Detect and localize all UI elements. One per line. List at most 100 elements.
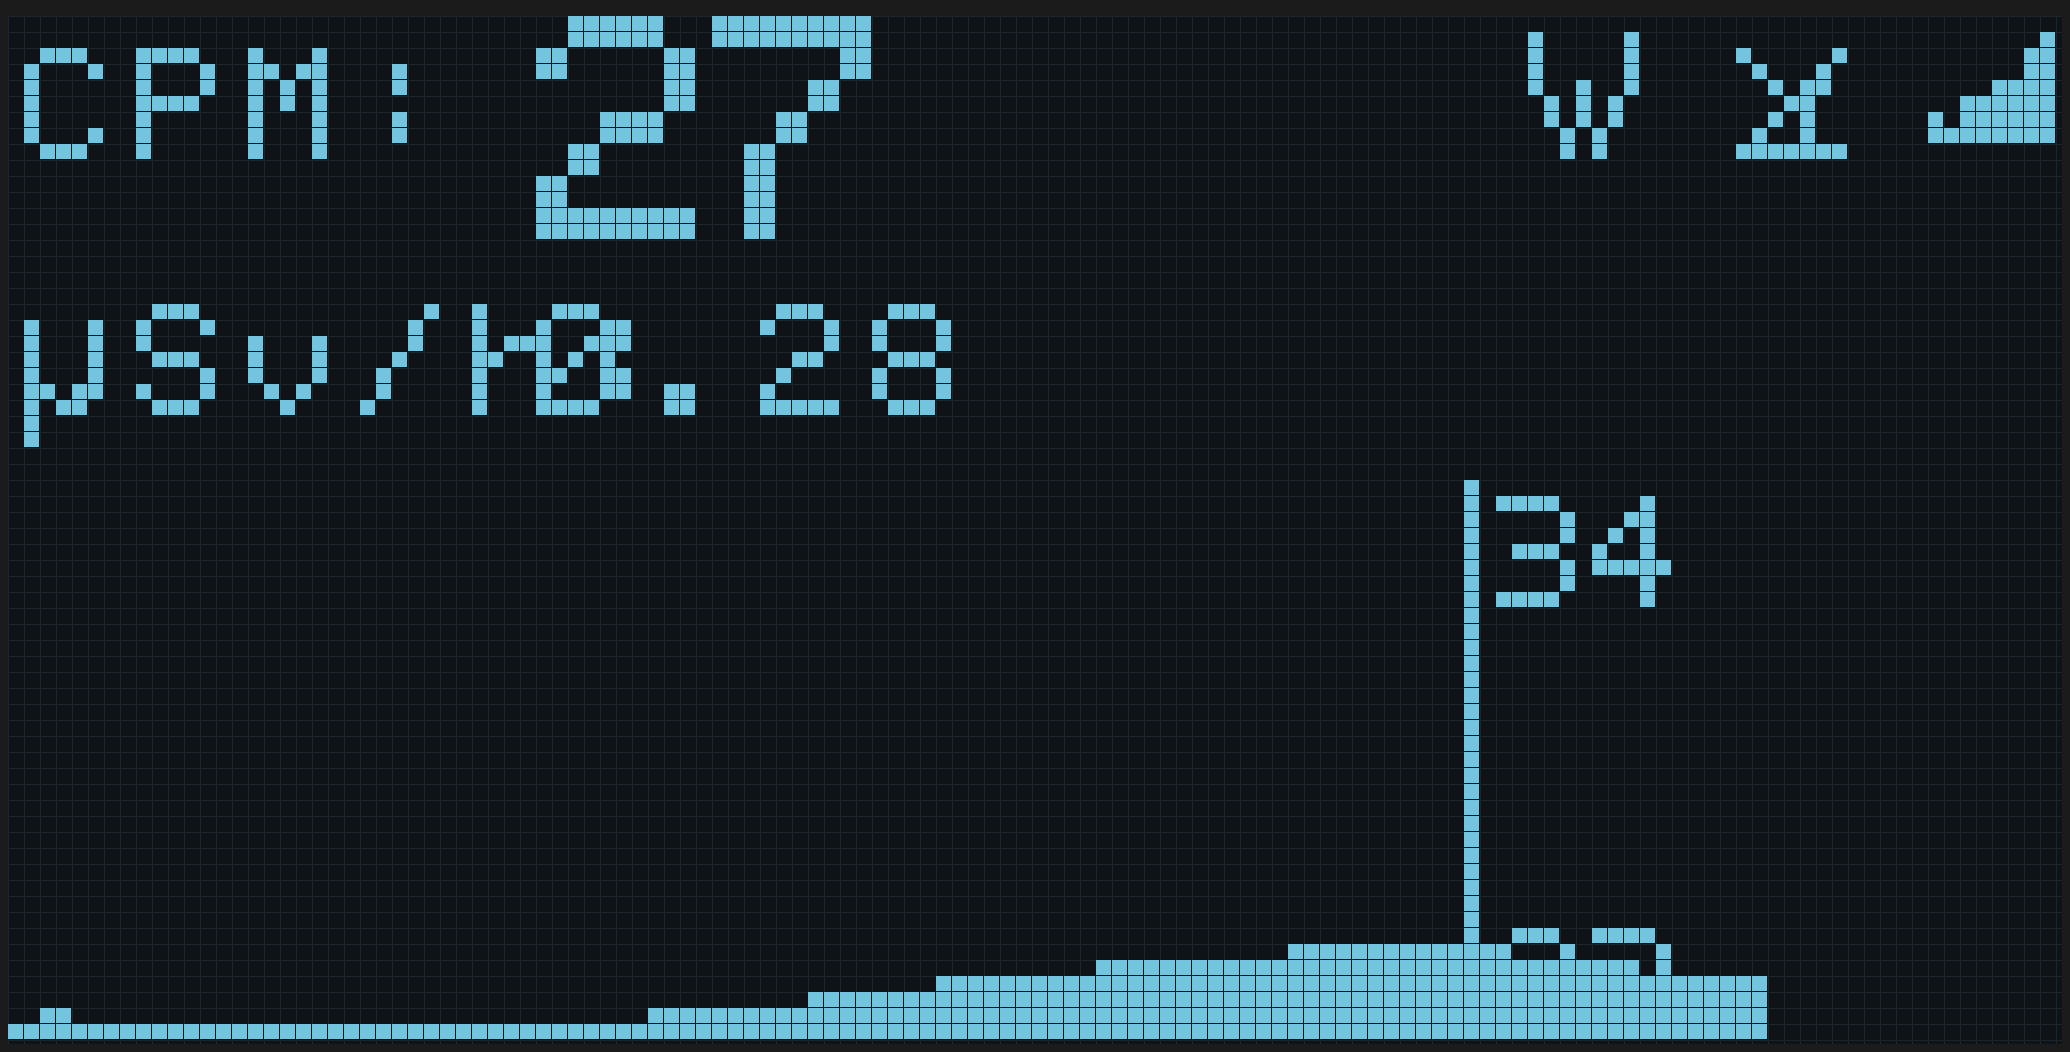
lcd-pixel	[296, 384, 311, 399]
chart-bar	[936, 1024, 951, 1039]
chart-bar	[1320, 1024, 1335, 1039]
lcd-pixel	[1640, 560, 1655, 575]
chart-bar	[1624, 992, 1639, 1007]
lcd-pixel	[1656, 992, 1671, 1007]
chart-bar	[1752, 992, 1767, 1007]
chart-bar	[1112, 1024, 1127, 1039]
lcd-pixel	[840, 32, 855, 47]
axis-pixel	[1464, 768, 1479, 783]
chart-bar	[696, 1008, 711, 1023]
lcd-pixel	[792, 128, 807, 143]
axis-pixel	[1464, 480, 1479, 495]
lcd-pixel	[616, 32, 631, 47]
lcd-pixel	[1560, 576, 1575, 591]
chart-bar	[952, 992, 967, 1007]
icon-pixel	[1800, 112, 1815, 127]
chart-bar	[760, 1024, 775, 1039]
chart-bar	[1672, 1024, 1687, 1039]
lcd-pixel	[536, 352, 551, 367]
lcd-pixel	[632, 128, 647, 143]
lcd-pixel	[600, 224, 615, 239]
lcd-pixel	[424, 304, 439, 319]
chart-bar	[1480, 960, 1495, 975]
chart-bar	[1416, 1024, 1431, 1039]
lcd-pixel	[72, 48, 87, 63]
chart-bar	[104, 1024, 119, 1039]
chart-min-label	[1496, 928, 1671, 1039]
chart-bar	[280, 1024, 295, 1039]
lcd-pixel	[568, 208, 583, 223]
lcd-pixel	[872, 320, 887, 335]
lcd-pixel	[136, 80, 151, 95]
chart-bar	[1432, 944, 1447, 959]
chart-bar	[1736, 976, 1751, 991]
chart-bar	[1624, 1008, 1639, 1023]
lcd-pixel	[248, 128, 263, 143]
chart-bar	[376, 1024, 391, 1039]
chart-bar	[1288, 1024, 1303, 1039]
lcd-pixel	[248, 368, 263, 383]
chart-bar	[1096, 960, 1111, 975]
chart-bar	[168, 1024, 183, 1039]
lcd-pixel	[584, 400, 599, 415]
chart-bar	[1624, 960, 1639, 975]
chart-bar	[1384, 992, 1399, 1007]
icon-pixel	[2008, 128, 2023, 143]
icon-pixel	[1768, 112, 1783, 127]
lcd-pixel	[312, 144, 327, 159]
chart-bar	[56, 1008, 71, 1023]
lcd-pixel	[536, 208, 551, 223]
lcd-pixel	[584, 208, 599, 223]
lcd-pixel	[1512, 544, 1527, 559]
icon-pixel	[1784, 144, 1799, 159]
axis-pixel	[1464, 832, 1479, 847]
lcd-pixel	[808, 80, 823, 95]
lcd-pixel	[776, 368, 791, 383]
lcd-pixel	[1656, 960, 1671, 975]
chart-bar	[1336, 992, 1351, 1007]
chart-bar	[1064, 1008, 1079, 1023]
lcd-pixel	[760, 384, 775, 399]
lcd-pixel	[1512, 496, 1527, 511]
chart-bar	[1608, 992, 1623, 1007]
chart-bar	[1432, 976, 1447, 991]
chart-bar	[600, 1024, 615, 1039]
chart-bar	[1272, 976, 1287, 991]
lcd-pixel	[1624, 512, 1639, 527]
lcd-pixel	[1528, 592, 1543, 607]
lcd-pixel	[1640, 928, 1655, 943]
chart-bar	[1208, 1008, 1223, 1023]
lcd-pixel	[568, 352, 583, 367]
lcd-pixel	[24, 352, 39, 367]
lcd-pixel	[536, 400, 551, 415]
chart-bar	[712, 1024, 727, 1039]
chart-bar	[648, 1024, 663, 1039]
dose-label	[24, 304, 631, 447]
lcd-pixel	[1544, 928, 1559, 943]
lcd-pixel	[664, 48, 679, 63]
lcd-pixel	[744, 192, 759, 207]
lcd-pixel	[776, 128, 791, 143]
chart-bar	[1224, 976, 1239, 991]
chart-bar	[1016, 992, 1031, 1007]
lcd-pixel	[504, 336, 519, 351]
chart-bar	[1224, 992, 1239, 1007]
lcd-pixel	[152, 96, 167, 111]
lcd-pixel	[824, 80, 839, 95]
chart-bar	[840, 1008, 855, 1023]
lcd-pixel	[312, 48, 327, 63]
lcd-pixel	[568, 16, 583, 31]
chart-bar	[1240, 976, 1255, 991]
chart-bar	[1640, 992, 1655, 1007]
lcd-pixel	[248, 64, 263, 79]
axis-pixel	[1464, 512, 1479, 527]
lcd-pixel	[824, 336, 839, 351]
lcd-pixel	[24, 96, 39, 111]
chart-bar	[1016, 1008, 1031, 1023]
lcd-pixel	[360, 400, 375, 415]
lcd-pixel	[536, 64, 551, 79]
chart-bar	[1720, 976, 1735, 991]
chart-bar	[1208, 976, 1223, 991]
lcd-pixel	[1560, 560, 1575, 575]
lcd-pixel	[136, 64, 151, 79]
